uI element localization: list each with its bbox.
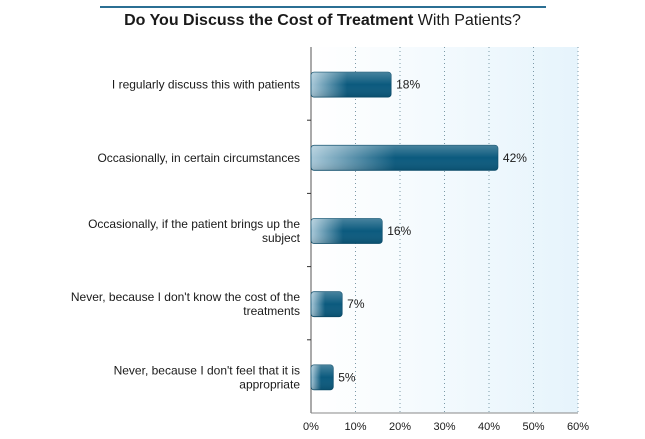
chart-title-bold: Do You Discuss the Cost of Treatment [124, 12, 414, 29]
x-tick-label: 10% [344, 421, 366, 433]
category-label-line: Occasionally, in certain circumstances [97, 151, 300, 165]
bar-shine [311, 291, 343, 317]
x-tick-label: 20% [389, 421, 411, 433]
category-label: Never, because I don't feel that it is ap… [114, 363, 301, 391]
x-tick-label: 50% [522, 421, 544, 433]
category-label-line: Never, because I don't feel that it is [114, 363, 300, 377]
x-tick-label: 40% [478, 421, 500, 433]
value-label: 16% [387, 224, 411, 238]
bar-shine [311, 364, 334, 390]
category-label-line: Occasionally, if the patient brings up t… [88, 217, 300, 231]
category-label-line: subject [262, 231, 301, 245]
category-label: I regularly discuss this with patients [112, 78, 300, 92]
x-tick-label: 60% [567, 421, 589, 433]
x-tick-label: 0% [303, 421, 319, 433]
value-label: 7% [347, 297, 365, 311]
category-label: Never, because I don't know the cost of … [71, 290, 300, 318]
bar-shine [311, 72, 392, 98]
category-label-line: treatments [243, 304, 300, 318]
bar-shine [311, 145, 498, 171]
category-label-line: appropriate [239, 377, 300, 391]
category-label-line: I regularly discuss this with patients [112, 78, 300, 92]
value-label: 42% [503, 151, 527, 165]
value-label: 18% [396, 78, 420, 92]
bar-shine [311, 218, 383, 244]
title-rule [100, 6, 546, 8]
value-label: 5% [338, 370, 356, 384]
category-label-line: Never, because I don't know the cost of … [71, 290, 300, 304]
chart-title-rest: With Patients? [417, 12, 521, 29]
chart-title: Do You Discuss the Cost of Treatment Wit… [0, 12, 645, 30]
category-label: Occasionally, if the patient brings up t… [88, 217, 301, 245]
x-tick-label: 30% [433, 421, 455, 433]
category-label: Occasionally, in certain circumstances [97, 151, 300, 165]
